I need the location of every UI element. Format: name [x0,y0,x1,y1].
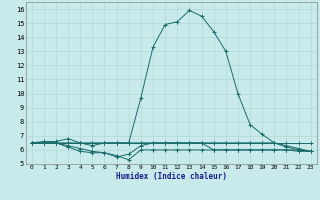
X-axis label: Humidex (Indice chaleur): Humidex (Indice chaleur) [116,172,227,181]
